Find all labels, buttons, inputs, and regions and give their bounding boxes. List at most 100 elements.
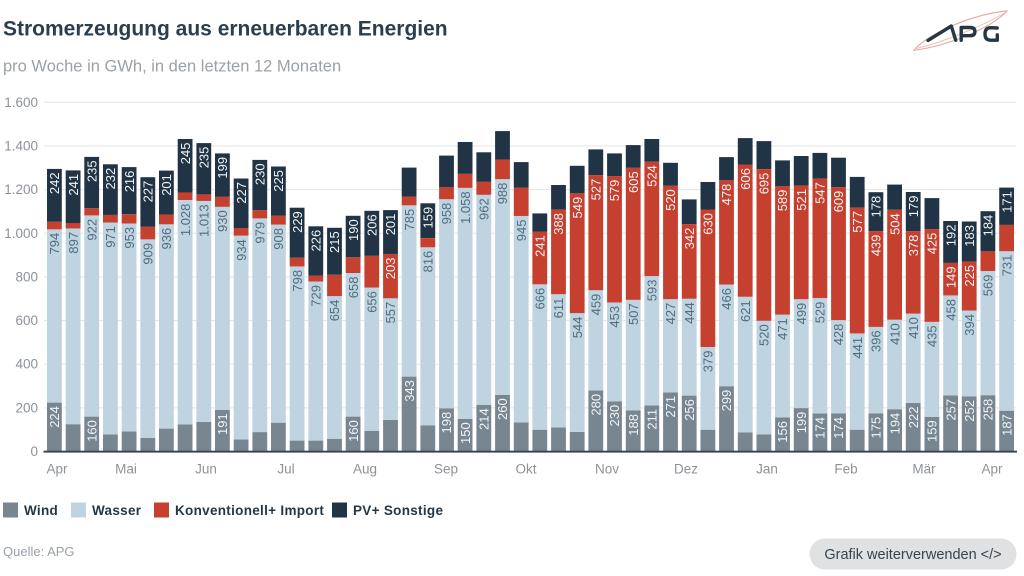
svg-text:621: 621 — [738, 300, 753, 322]
svg-text:Wind: Wind — [24, 503, 58, 518]
svg-text:Grafik weiterverwenden </>: Grafik weiterverwenden </> — [824, 547, 1001, 563]
svg-text:280: 280 — [589, 394, 604, 416]
svg-text:962: 962 — [477, 198, 492, 220]
svg-text:183: 183 — [962, 225, 977, 247]
svg-text:400: 400 — [15, 357, 38, 372]
svg-text:Apr: Apr — [46, 462, 68, 477]
svg-text:Okt: Okt — [515, 462, 536, 477]
svg-text:816: 816 — [421, 251, 436, 273]
svg-text:577: 577 — [850, 211, 865, 233]
svg-text:256: 256 — [682, 399, 697, 421]
svg-text:459: 459 — [589, 294, 604, 316]
svg-text:201: 201 — [383, 214, 398, 236]
svg-text:557: 557 — [383, 302, 398, 324]
svg-text:520: 520 — [757, 324, 772, 346]
svg-text:245: 245 — [178, 143, 193, 165]
svg-text:198: 198 — [439, 412, 454, 434]
svg-text:Jul: Jul — [277, 462, 294, 477]
svg-text:547: 547 — [813, 182, 828, 204]
svg-text:206: 206 — [365, 214, 380, 236]
svg-text:499: 499 — [794, 303, 809, 325]
svg-text:549: 549 — [570, 197, 585, 219]
svg-text:958: 958 — [439, 203, 454, 225]
svg-text:378: 378 — [906, 235, 921, 257]
svg-text:458: 458 — [943, 299, 958, 321]
svg-text:Konventionell+ Import: Konventionell+ Import — [175, 503, 324, 518]
svg-text:184: 184 — [981, 215, 996, 237]
svg-text:666: 666 — [533, 288, 548, 310]
svg-text:394: 394 — [962, 314, 977, 336]
svg-text:934: 934 — [234, 239, 249, 261]
svg-text:Mai: Mai — [115, 462, 137, 477]
svg-text:215: 215 — [327, 231, 342, 253]
svg-text:656: 656 — [365, 291, 380, 313]
svg-text:441: 441 — [850, 337, 865, 359]
svg-text:1.013: 1.013 — [197, 204, 212, 237]
svg-text:159: 159 — [421, 207, 436, 229]
svg-text:175: 175 — [869, 417, 884, 439]
svg-text:pro Woche in GWh, in den letzt: pro Woche in GWh, in den letzten 12 Mona… — [3, 58, 341, 76]
svg-text:1.058: 1.058 — [458, 191, 473, 224]
svg-text:589: 589 — [775, 190, 790, 212]
svg-text:953: 953 — [122, 227, 137, 249]
svg-text:579: 579 — [607, 180, 622, 202]
svg-text:609: 609 — [831, 191, 846, 213]
svg-text:PV+ Sonstige: PV+ Sonstige — [353, 503, 443, 518]
svg-text:471: 471 — [775, 318, 790, 340]
svg-text:174: 174 — [831, 417, 846, 439]
svg-text:800: 800 — [15, 269, 38, 284]
svg-text:897: 897 — [66, 232, 81, 254]
svg-text:230: 230 — [253, 163, 268, 185]
svg-text:199: 199 — [215, 157, 230, 179]
svg-text:194: 194 — [887, 413, 902, 435]
svg-text:Wasser: Wasser — [92, 503, 142, 518]
svg-text:299: 299 — [719, 390, 734, 412]
svg-text:222: 222 — [906, 407, 921, 429]
svg-text:271: 271 — [663, 396, 678, 418]
svg-text:226: 226 — [309, 230, 324, 252]
svg-text:235: 235 — [84, 160, 99, 182]
svg-text:971: 971 — [103, 226, 118, 248]
svg-text:731: 731 — [999, 255, 1014, 277]
svg-text:936: 936 — [159, 228, 174, 250]
svg-text:410: 410 — [906, 317, 921, 339]
svg-text:478: 478 — [719, 184, 734, 206]
svg-text:171: 171 — [999, 191, 1014, 213]
svg-text:611: 611 — [551, 298, 566, 319]
svg-text:199: 199 — [794, 412, 809, 434]
svg-text:1.600: 1.600 — [4, 95, 38, 110]
svg-text:156: 156 — [775, 421, 790, 443]
svg-text:388: 388 — [551, 213, 566, 235]
svg-text:187: 187 — [999, 414, 1014, 436]
svg-text:260: 260 — [495, 398, 510, 420]
svg-text:794: 794 — [47, 233, 62, 255]
svg-text:Mär: Mär — [912, 462, 936, 477]
svg-text:227: 227 — [234, 182, 249, 204]
svg-text:658: 658 — [346, 277, 361, 299]
svg-text:524: 524 — [645, 165, 660, 187]
svg-text:785: 785 — [402, 209, 417, 231]
svg-text:605: 605 — [626, 171, 641, 193]
svg-text:410: 410 — [887, 323, 902, 345]
svg-text:507: 507 — [626, 303, 641, 325]
svg-text:Jun: Jun — [195, 462, 217, 477]
svg-text:444: 444 — [682, 302, 697, 324]
svg-text:466: 466 — [719, 288, 734, 310]
svg-text:0: 0 — [30, 444, 38, 459]
svg-text:242: 242 — [47, 172, 62, 194]
svg-text:Quelle: APG: Quelle: APG — [3, 544, 75, 559]
svg-text:427: 427 — [663, 303, 678, 325]
svg-text:Feb: Feb — [834, 462, 857, 477]
svg-text:192: 192 — [943, 225, 958, 247]
svg-text:179: 179 — [906, 196, 921, 218]
svg-text:435: 435 — [925, 325, 940, 347]
svg-text:945: 945 — [514, 220, 529, 242]
svg-text:988: 988 — [495, 183, 510, 205]
svg-text:569: 569 — [981, 275, 996, 297]
svg-text:214: 214 — [477, 408, 492, 430]
svg-text:150: 150 — [458, 422, 473, 444]
svg-text:225: 225 — [271, 170, 286, 192]
svg-text:216: 216 — [122, 171, 137, 193]
svg-text:909: 909 — [141, 243, 156, 265]
svg-text:428: 428 — [831, 324, 846, 346]
